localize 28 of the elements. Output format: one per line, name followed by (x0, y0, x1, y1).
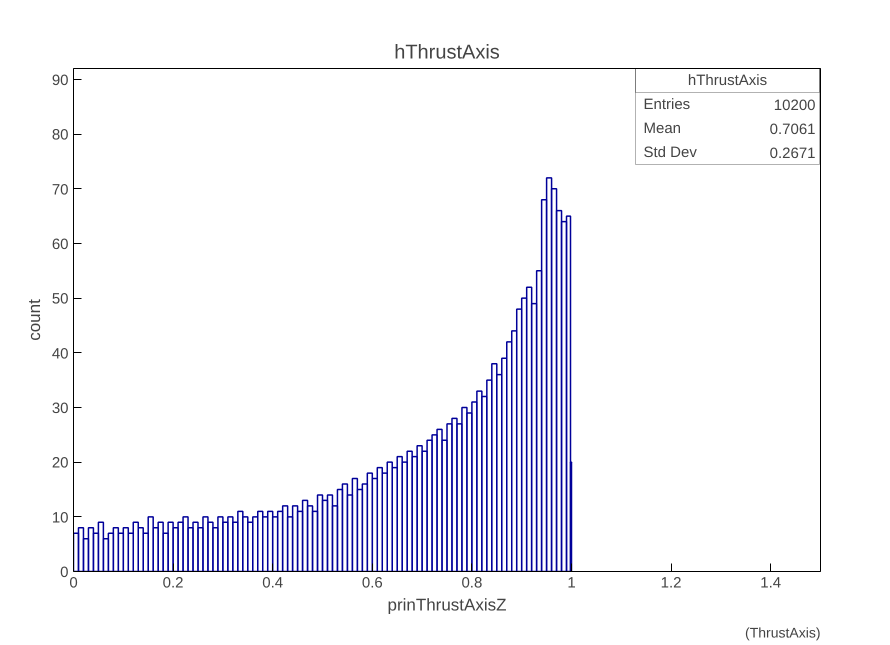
annotation: 0.7061 (770, 121, 816, 138)
x-tick-label: 1.2 (660, 574, 682, 592)
annotation: 0.2671 (770, 145, 816, 162)
annotation: 10200 (774, 97, 816, 114)
y-tick-label: 20 (52, 454, 69, 472)
x-tick-label: 1 (567, 574, 576, 592)
y-tick-label: 30 (52, 400, 69, 417)
y-tick-label: 70 (52, 181, 69, 198)
x-tick-label: 1.4 (760, 574, 782, 592)
y-tick-label: 10 (52, 509, 69, 526)
x-tick-label: 0.8 (461, 574, 482, 592)
x-axis-title: prinThrustAxisZ (387, 596, 507, 614)
x-tick-label: 0.4 (262, 574, 284, 592)
annotation: Mean (644, 120, 682, 137)
x-tick-label: 0.6 (362, 574, 383, 592)
x-tick-label: 0.2 (162, 574, 184, 592)
annotation: Std Dev (644, 144, 698, 161)
chart-title: hThrustAxis (394, 42, 500, 64)
y-tick-label: 50 (52, 290, 69, 308)
annotation: Entries (644, 96, 690, 113)
y-tick-label: 0 (60, 564, 68, 581)
annotation: hThrustAxis (688, 72, 768, 89)
text: (ThrustAxis) (745, 624, 821, 640)
y-axis-title: count (24, 298, 44, 341)
y-tick-label: 40 (52, 345, 69, 362)
y-tick-label: 80 (52, 126, 69, 144)
y-tick-label: 90 (52, 72, 69, 89)
y-tick-label: 60 (52, 236, 69, 253)
